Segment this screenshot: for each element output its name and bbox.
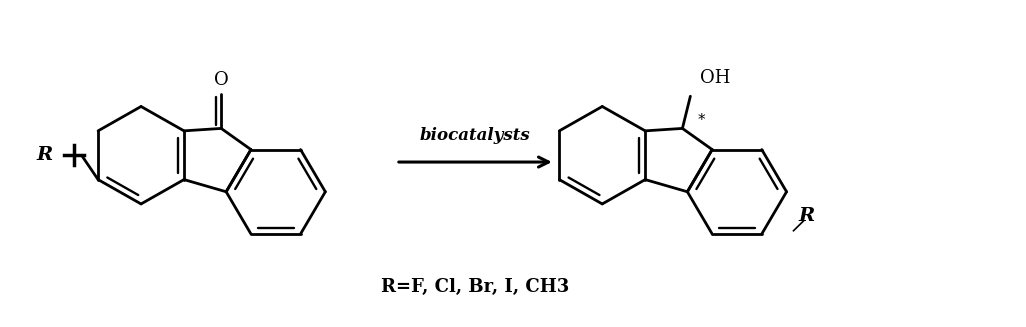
Text: *: *	[698, 113, 705, 128]
Text: R: R	[37, 146, 52, 164]
Text: O: O	[213, 71, 229, 90]
Text: R=F, Cl, Br, I, CH3: R=F, Cl, Br, I, CH3	[382, 278, 569, 296]
Text: biocatalysts: biocatalysts	[420, 128, 530, 145]
Text: OH: OH	[701, 69, 731, 87]
Text: R: R	[798, 207, 815, 225]
